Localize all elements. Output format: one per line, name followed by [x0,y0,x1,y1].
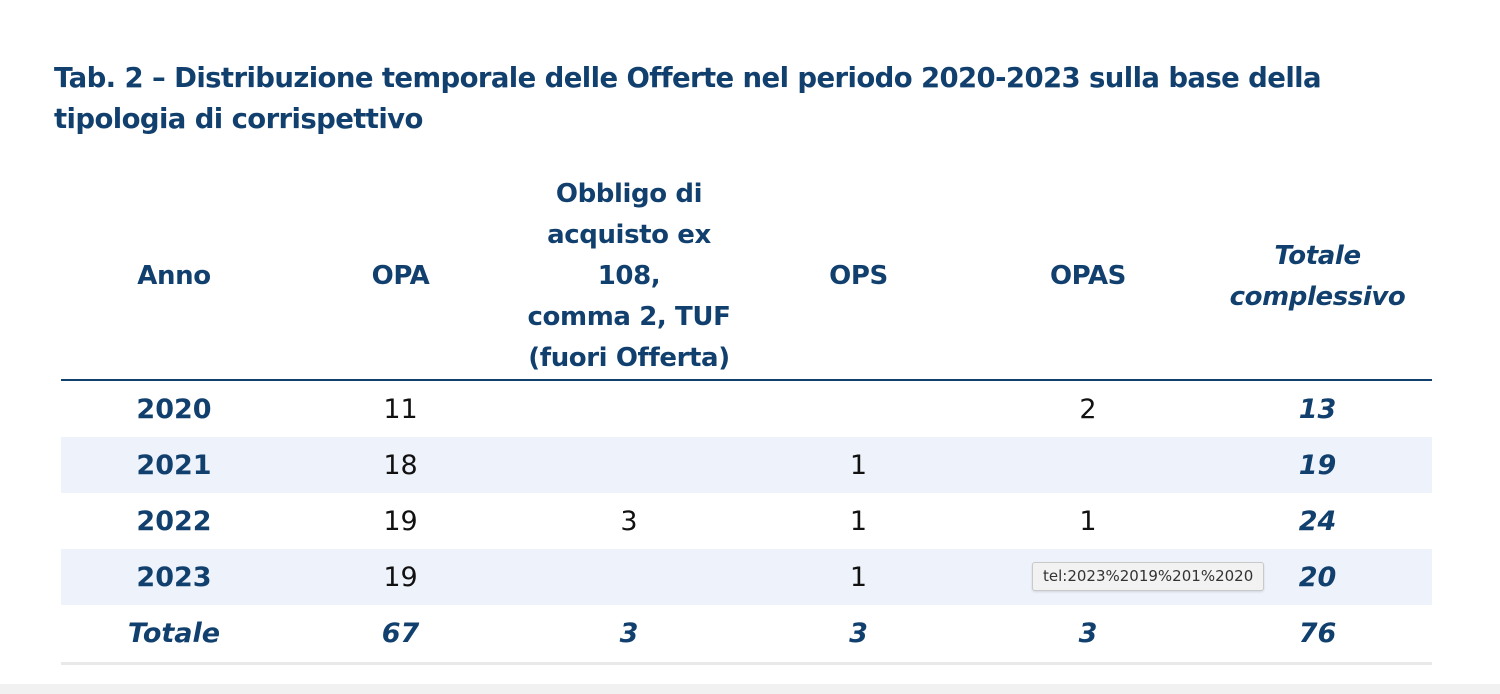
cell-ops: 1 [744,437,973,493]
cell-opas: 2 [1079,393,1097,425]
table-row: 2022 19 3 1 1 24 [61,493,1432,549]
header-totale-line-2: complessivo [1229,281,1406,312]
cell-ops [744,380,973,437]
header-opa: OPA [287,174,514,381]
cell-opas [973,437,1203,493]
cell-ops: 1 [849,505,868,537]
header-obbligo-line-2: acquisto ex 108, [547,220,711,291]
cell-year: 2023 [61,549,287,605]
table-row: 2021 18 1 19 [61,437,1432,493]
header-obbligo-line-3: comma 2, TUF [527,302,731,332]
header-ops: OPS [744,174,973,381]
cell-obbligo: 3 [620,505,638,537]
header-opa-label: OPA [371,261,430,291]
bottom-strip [0,684,1500,694]
header-totale-complessivo: Totale complessivo [1203,174,1432,381]
cell-total-complessivo: 76 [1203,605,1432,665]
total-row: Totale 67 3 3 3 76 [61,605,1432,665]
header-obbligo: Obbligo di acquisto ex 108, comma 2, TUF… [514,174,744,381]
cell-opa: 11 [383,393,418,425]
cell-obbligo [514,437,744,493]
link-tooltip: tel:2023%2019%201%2020 [1032,562,1265,591]
header-opas-label: OPAS [1049,261,1127,291]
table-title: Tab. 2 – Distribuzione temporale delle O… [54,62,1322,135]
cell-totale: 24 [1298,505,1337,537]
header-anno-label: Anno [137,261,211,291]
cell-total-obbligo: 3 [514,605,744,665]
header-obbligo-line-4: (fuori Offerta) [528,343,730,373]
cell-totale: 19 [1203,437,1432,493]
header-opas: OPAS [973,174,1203,381]
table-row: 2020 11 2 13 [61,380,1432,437]
header-obbligo-line-1: Obbligo di [555,179,703,209]
cell-total-opas: 3 [973,605,1203,665]
cell-totale: 13 [1298,393,1337,425]
cell-opas: 1 [1079,505,1097,537]
header-ops-label: OPS [829,261,888,291]
cell-total-ops: 3 [744,605,973,665]
header-totale-line-1: Totale [1274,240,1361,271]
header-row: Anno OPA Obbligo di acquisto ex 108, com… [61,174,1432,381]
cell-year: 2020 [136,393,212,425]
cell-opa: 19 [287,549,514,605]
cell-opa: 19 [383,505,418,537]
cell-total-opa: 67 [287,605,514,665]
cell-total-label: Totale [61,605,287,665]
cell-obbligo [514,549,744,605]
cell-opa: 18 [287,437,514,493]
header-anno: Anno [61,174,287,381]
cell-obbligo [514,380,744,437]
cell-year: 2021 [61,437,287,493]
offers-table: Anno OPA Obbligo di acquisto ex 108, com… [61,174,1432,665]
cell-ops: 1 [744,549,973,605]
cell-year: 2022 [136,505,212,537]
table-row: 2023 19 1 20 [61,549,1432,605]
